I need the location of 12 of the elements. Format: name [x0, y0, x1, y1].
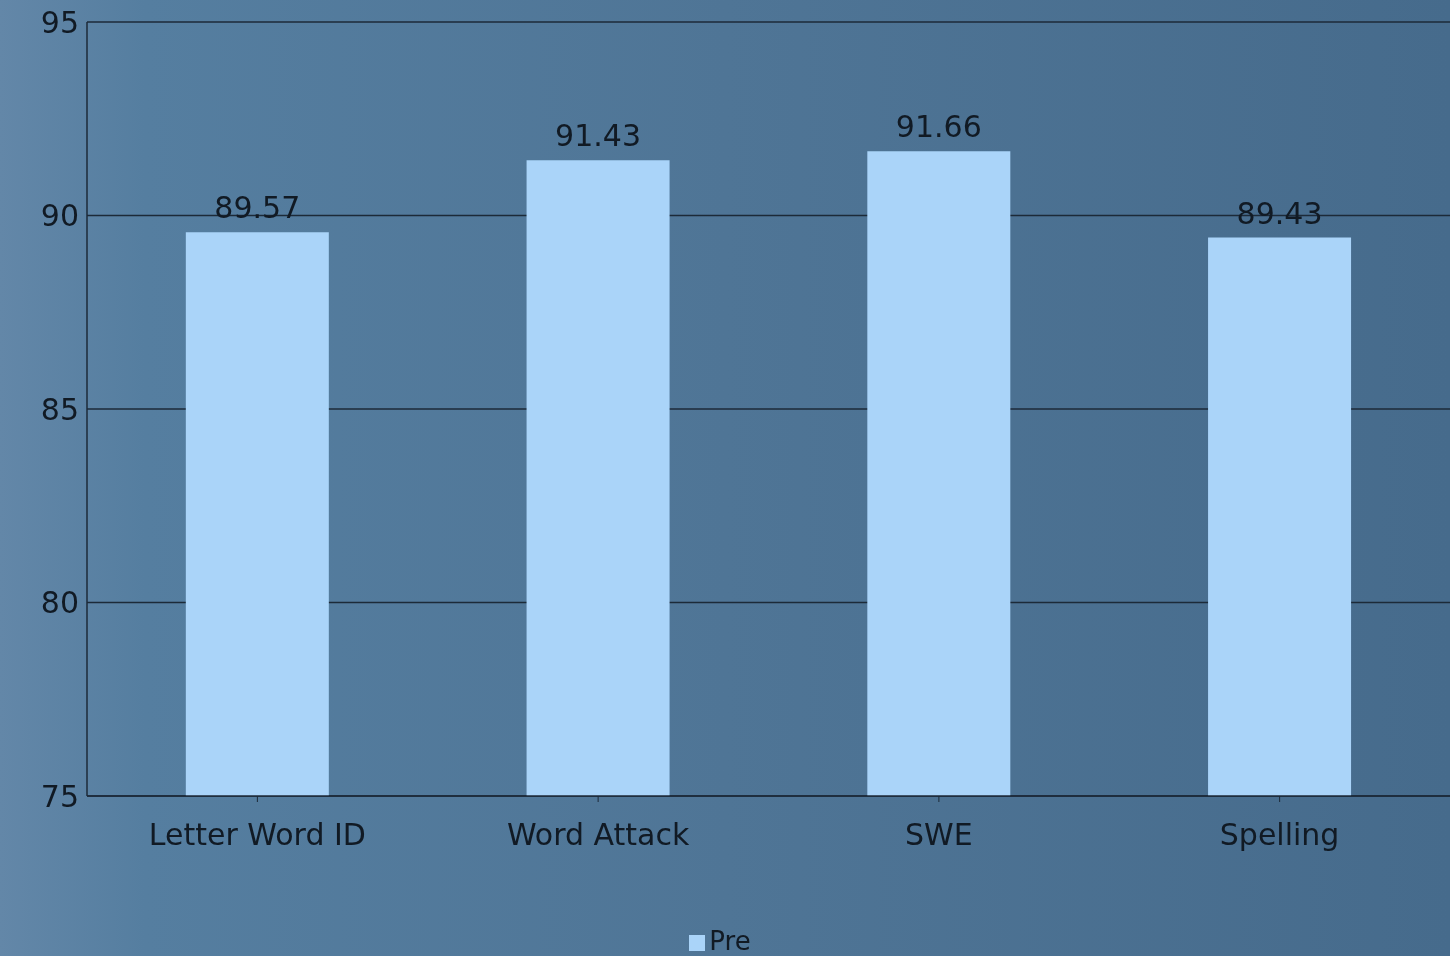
legend-label: Pre: [709, 926, 751, 956]
y-tick-label: 75: [40, 778, 79, 814]
y-tick-label: 85: [40, 391, 79, 427]
y-tick-label: 90: [40, 198, 79, 234]
data-label: 91.43: [555, 118, 642, 154]
data-label: 91.66: [895, 109, 982, 145]
y-tick-label: 80: [40, 585, 79, 621]
x-tick-label: Spelling: [1219, 817, 1340, 853]
x-tick-label: Letter Word ID: [148, 817, 366, 853]
x-tick-label: Word Attack: [506, 817, 690, 853]
x-tick-label: SWE: [905, 817, 973, 853]
y-tick-label: 95: [40, 4, 79, 40]
